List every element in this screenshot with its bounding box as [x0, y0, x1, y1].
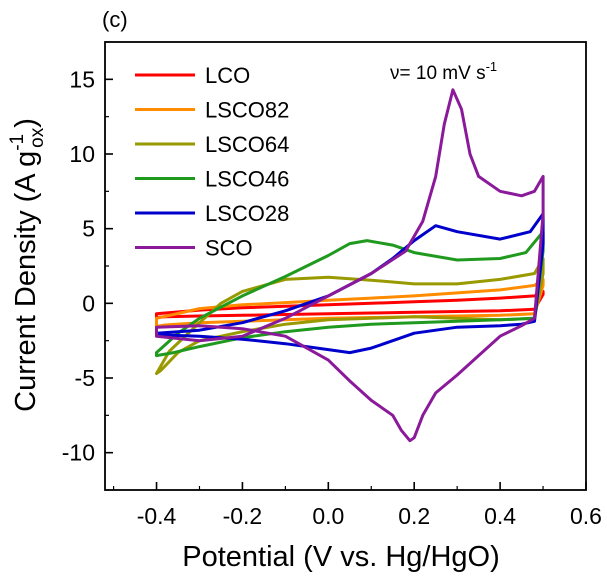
scan-rate-superscript: -1 [486, 59, 498, 74]
y-tick-label: -5 [75, 365, 95, 391]
legend-label: LSCO82 [205, 98, 289, 123]
legend-label: LSCO28 [205, 201, 289, 226]
legend-label: LSCO64 [205, 132, 289, 157]
x-axis-label: Potential (V vs. Hg/HgO) [182, 541, 500, 573]
x-tick-label: 0.6 [570, 503, 602, 529]
plot-lines [155, 88, 545, 443]
y-axis-label-main: Current Density (A g [10, 151, 42, 412]
y-axis-label-close: ) [10, 118, 42, 128]
y-tick-label: -10 [62, 440, 95, 466]
scan-rate-text: ν= 10 mV s [390, 63, 486, 84]
y-tick-label: 15 [69, 66, 95, 92]
scan-rate-annotation: ν= 10 mV s-1 [390, 59, 497, 84]
y-axis-label: Current Density (A g-1ox) [7, 118, 48, 412]
y-tick-label: 10 [69, 141, 95, 167]
legend-label: LSCO46 [205, 167, 289, 192]
legend-label: LCO [205, 63, 250, 88]
series-line-lco [155, 289, 545, 319]
legend: LCO LSCO82 LSCO64 LSCO46 LSCO28 SCO [135, 63, 289, 261]
y-tick-label: 5 [82, 216, 95, 242]
y-axis-label-subscript: ox [27, 127, 48, 148]
x-tick-label: -0.2 [223, 503, 263, 529]
legend-label: SCO [205, 236, 253, 261]
y-axis-label-superscript: -1 [7, 134, 28, 151]
x-axis-ticks: -0.4 -0.2 0.0 0.2 0.4 0.6 [112, 482, 602, 529]
x-tick-label: 0.2 [398, 503, 430, 529]
y-tick-label: 0 [82, 290, 95, 316]
x-tick-label: -0.4 [137, 503, 177, 529]
x-tick-label: 0.0 [312, 503, 344, 529]
panel-label: (c) [102, 7, 128, 32]
series-line-sco [155, 88, 545, 443]
y-axis-ticks: -10 -5 0 5 10 15 [62, 41, 113, 491]
x-tick-label: 0.4 [484, 503, 516, 529]
